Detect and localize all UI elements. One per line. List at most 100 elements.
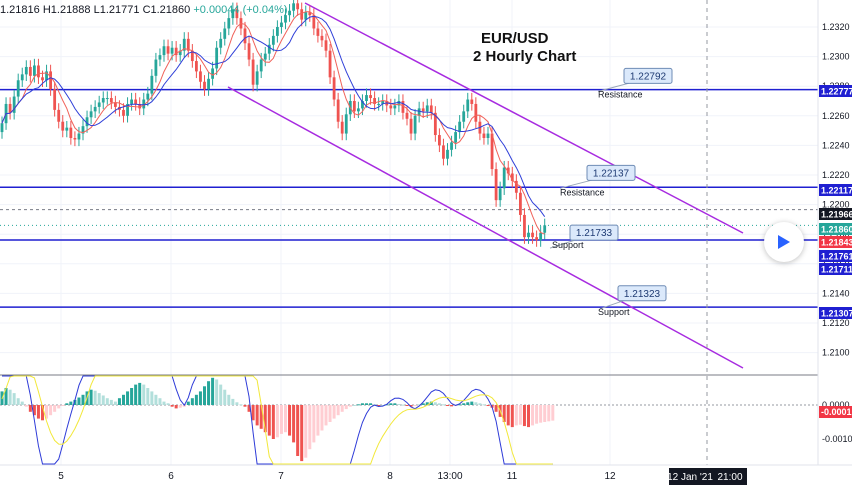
candle-body — [510, 173, 514, 181]
candle-body — [166, 46, 170, 54]
candle-body — [219, 38, 223, 48]
candle-body — [535, 237, 538, 241]
callout-box — [569, 224, 619, 241]
macd-histogram-bar — [506, 405, 510, 426]
candle-body — [409, 118, 413, 134]
candle-body — [438, 135, 441, 146]
macd-histogram-bar — [207, 381, 211, 405]
candle-body — [352, 101, 356, 112]
candle-body — [271, 35, 275, 45]
macd-signal-line — [1, 375, 553, 465]
callout-box — [617, 285, 667, 302]
macd-histogram-bar — [340, 405, 344, 412]
time-axis-label: 5 — [58, 471, 64, 482]
candle-body — [300, 9, 304, 20]
candle-body — [170, 47, 174, 54]
candle-body — [458, 121, 462, 133]
macd-histogram-bar — [502, 405, 506, 422]
macd-histogram-bar — [527, 405, 530, 428]
candle-body — [296, 3, 300, 10]
callout-label: 1.21323 — [624, 289, 661, 300]
macd-histogram-bar — [514, 405, 518, 426]
macd-histogram-bar — [409, 405, 413, 407]
candle-body — [186, 38, 190, 51]
price-tag-label: 1.21307 — [821, 309, 852, 319]
candle-body — [231, 9, 235, 19]
candle-body — [539, 232, 543, 241]
macd-histogram-bar — [429, 401, 433, 405]
macd-histogram-bar — [41, 405, 44, 421]
time-axis-highlight-time: 21:00 — [717, 472, 742, 483]
candle-body — [498, 188, 502, 201]
macd-tag — [819, 406, 852, 418]
macd-tag-label: -0.0001 — [821, 407, 852, 417]
macd-histogram-bar — [247, 405, 251, 412]
candle-body — [53, 89, 57, 110]
candle-body — [251, 59, 255, 85]
macd-histogram-bar — [174, 405, 178, 409]
callout-label: 1.22137 — [593, 168, 630, 179]
candle-body — [223, 28, 227, 39]
macd-histogram-bar — [547, 405, 551, 422]
candle-body — [462, 111, 466, 122]
macd-histogram-bar — [446, 405, 449, 406]
macd-histogram-bar — [150, 391, 154, 405]
macd-histogram-bar — [518, 405, 522, 425]
candle-body — [97, 102, 101, 107]
moving-averages — [1, 11, 546, 235]
candle-body — [215, 47, 219, 69]
macd-histogram-bar — [186, 401, 190, 405]
candle-body — [126, 103, 129, 116]
price-callouts: 1.22792 1.22137 1.21733 1.21323 — [549, 67, 673, 310]
price-tag — [819, 223, 852, 235]
macd-histogram-bar — [478, 403, 482, 405]
candle-body — [134, 99, 138, 104]
macd-histogram-bar — [198, 391, 202, 405]
candle-body — [227, 18, 231, 29]
candle-body — [304, 12, 308, 20]
price-tag — [819, 208, 852, 220]
level-annotation: Resistance — [560, 187, 605, 197]
price-tag-label: 1.21711 — [821, 265, 852, 275]
macd-histogram-bar — [356, 404, 360, 406]
macd-histogram-bar — [194, 394, 198, 405]
macd-histogram-bar — [190, 398, 194, 405]
candle-body — [320, 35, 324, 41]
time-axis-label: 13:00 — [437, 471, 462, 482]
macd-histogram-bar — [4, 388, 8, 405]
macd-histogram-bar — [117, 398, 121, 405]
candle-body — [502, 167, 506, 189]
candle-body — [81, 126, 85, 134]
candle-body — [114, 102, 117, 107]
candle-body — [263, 53, 267, 60]
level-annotations: Resistance Resistance Support Support — [552, 90, 643, 318]
price-tags: 1.22777 1.22117 1.21966 1.21860 1.21843 1.217… — [819, 85, 852, 418]
candle-body — [162, 46, 166, 56]
macd-histogram-bar — [441, 404, 445, 406]
price-tag-label: 1.21966 — [821, 210, 852, 220]
candle-body — [247, 43, 251, 60]
candle-body — [288, 10, 291, 16]
macd-histogram-bar — [365, 403, 368, 405]
macd-histogram-bar — [146, 388, 150, 405]
macd-histogram-bar — [122, 394, 125, 405]
chart-title: EUR/USD 2 Hourly Chart — [465, 30, 576, 66]
candle-body — [389, 105, 393, 109]
macd-histogram-bar — [360, 403, 364, 405]
level-annotation: Resistance — [598, 90, 643, 100]
play-button[interactable] — [764, 222, 804, 262]
macd-histogram-bar — [312, 405, 316, 443]
candle-body — [482, 133, 486, 138]
candle-body — [486, 133, 490, 138]
candle-body — [41, 77, 44, 81]
candle-body — [199, 71, 202, 82]
candle-body — [381, 101, 385, 104]
macd-histogram-bar — [259, 405, 263, 429]
candle-body — [373, 98, 376, 104]
macd-histogram-bar — [211, 377, 215, 405]
price-axis-tick: 1.2300 — [822, 52, 850, 62]
candle-body — [292, 3, 295, 11]
candle-body — [454, 132, 457, 143]
chart-title-pair: EUR/USD — [481, 30, 549, 47]
